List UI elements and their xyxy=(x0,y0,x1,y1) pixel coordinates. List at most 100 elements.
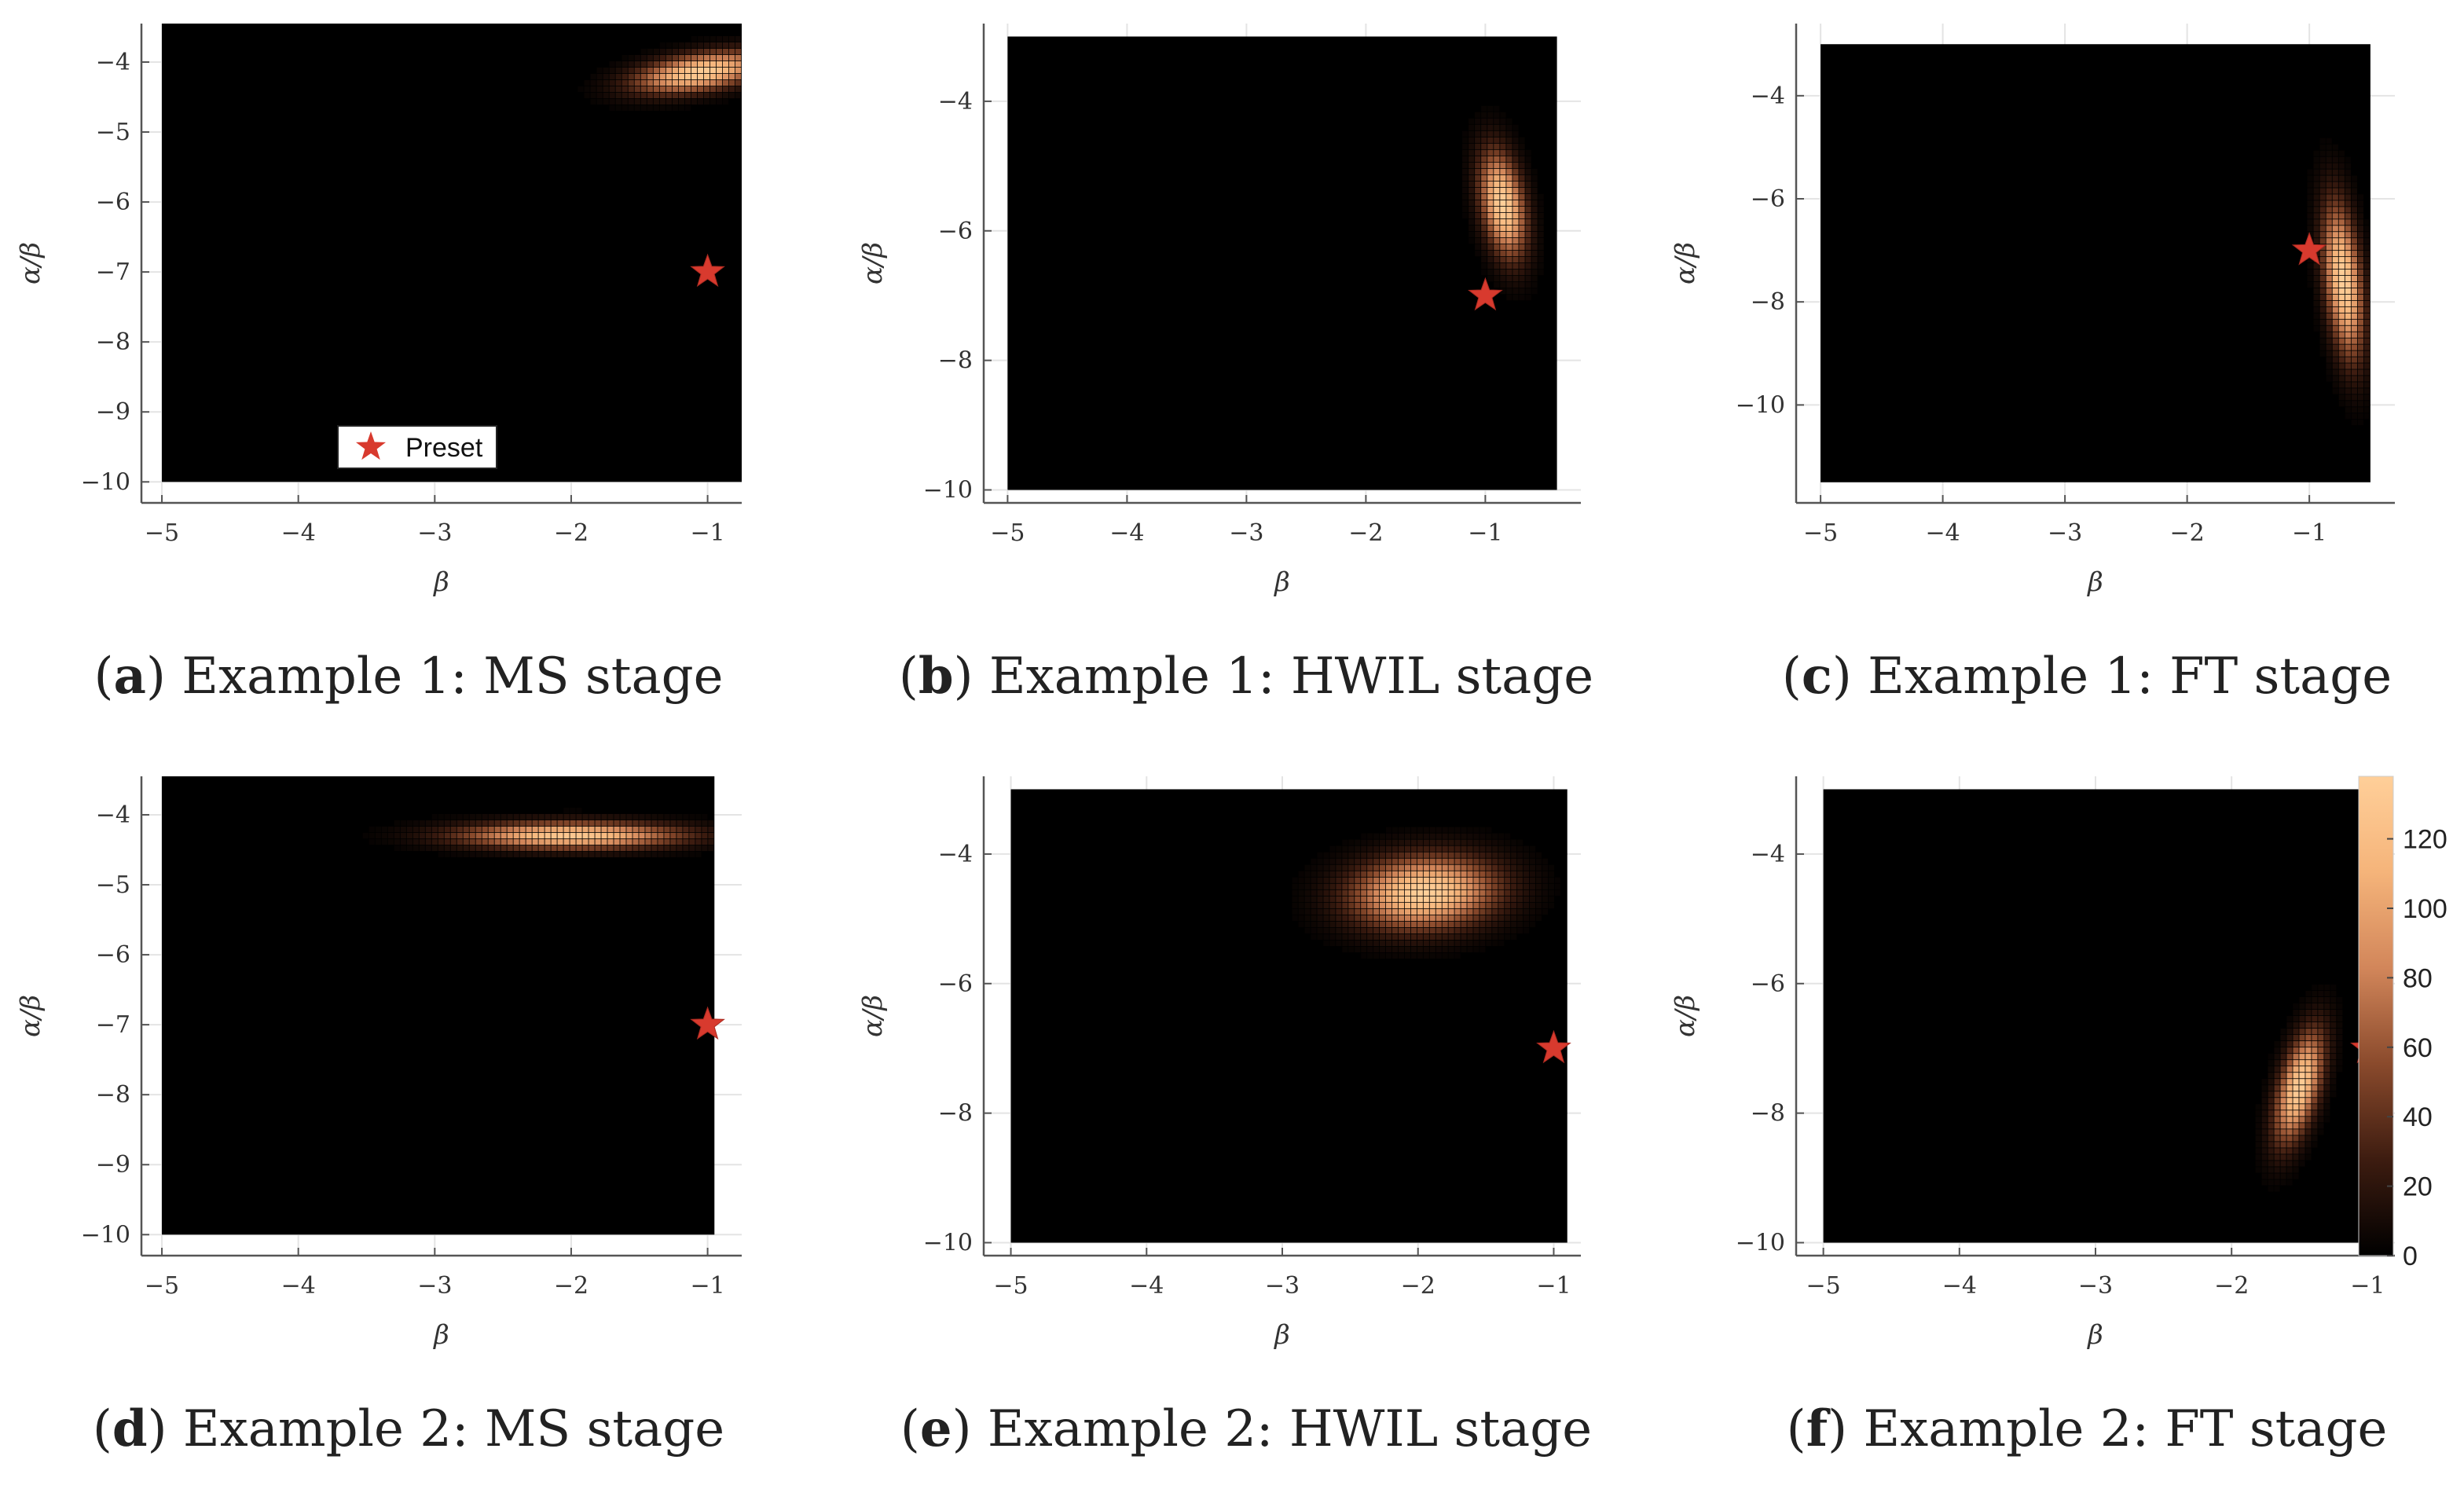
heatmap-cell xyxy=(2305,1148,2312,1154)
heatmap-cell xyxy=(1494,130,1500,137)
heatmap-cell xyxy=(1475,181,1481,188)
heatmap-cell xyxy=(2274,1098,2280,1104)
heatmap-cell xyxy=(1535,908,1542,915)
y-tick-label: −7 xyxy=(96,259,130,286)
heatmap-cell xyxy=(1404,827,1410,833)
heatmap-cell xyxy=(1506,288,1512,295)
heatmap-cell xyxy=(2326,319,2332,325)
heatmap-cell xyxy=(1423,940,1429,947)
heatmap-cell xyxy=(588,826,595,833)
heatmap-cell xyxy=(1417,871,1423,877)
heatmap-cell xyxy=(1525,162,1531,168)
heatmap-cell xyxy=(1512,218,1519,226)
heatmap-cell xyxy=(2313,325,2319,332)
heatmap-cell xyxy=(716,92,723,99)
heatmap-cell xyxy=(526,845,532,852)
heatmap-cell xyxy=(1481,263,1487,270)
heatmap-cell xyxy=(1494,218,1500,226)
heatmap-cell xyxy=(1292,896,1298,902)
heatmap-cell xyxy=(1475,162,1481,168)
heatmap-cell xyxy=(1473,864,1480,871)
y-tick-label: −10 xyxy=(1736,391,1785,419)
heatmap-cell xyxy=(1317,877,1323,883)
heatmap-cell xyxy=(1554,877,1560,883)
heatmap-cell xyxy=(394,838,400,845)
heatmap-cell xyxy=(1429,896,1436,902)
heatmap-cell xyxy=(1436,946,1442,953)
heatmap-cell xyxy=(2274,1110,2280,1117)
heatmap-cell xyxy=(628,86,634,93)
heatmap-cell xyxy=(647,73,653,80)
heatmap-cell xyxy=(2286,1117,2293,1123)
heatmap-cell xyxy=(2293,1123,2299,1129)
heatmap-cell xyxy=(653,92,659,99)
heatmap-cell xyxy=(1492,915,1498,921)
heatmap-cell xyxy=(1498,858,1505,864)
heatmap-cell xyxy=(551,820,557,827)
heatmap-cell xyxy=(1367,952,1373,959)
heatmap-cell xyxy=(1548,896,1555,902)
heatmap-cell xyxy=(456,826,463,833)
heatmap-cell xyxy=(2268,1167,2274,1173)
heatmap-cell xyxy=(1392,915,1399,921)
heatmap-cell xyxy=(2280,1110,2286,1117)
heatmap-cell xyxy=(622,86,628,93)
heatmap-cell xyxy=(722,98,729,105)
y-tick-label: −8 xyxy=(1751,1100,1785,1128)
heatmap-cell xyxy=(1473,883,1480,889)
heatmap xyxy=(162,776,715,1235)
heatmap-cell xyxy=(1404,908,1410,915)
heatmap-cell xyxy=(1304,908,1311,915)
heatmap-cell xyxy=(2274,1073,2280,1079)
heatmap-cell xyxy=(666,61,672,68)
heatmap-cell xyxy=(584,86,590,93)
heatmap-cell xyxy=(582,845,588,852)
heatmap-cell xyxy=(2332,219,2338,226)
heatmap-cell xyxy=(722,79,729,86)
heatmap-cell xyxy=(1535,871,1542,877)
heatmap-cell xyxy=(1323,915,1329,921)
heatmap-cell xyxy=(1417,921,1423,927)
heatmap-cell xyxy=(1404,889,1410,896)
caption-letter: c xyxy=(1802,647,1832,706)
heatmap-cell xyxy=(2293,1003,2299,1010)
heatmap-cell xyxy=(689,832,695,839)
heatmap-cell xyxy=(1525,237,1531,244)
heatmap-cell xyxy=(2305,1016,2312,1022)
heatmap-cell xyxy=(1500,263,1506,270)
heatmap-cell xyxy=(1361,852,1367,858)
heatmap-cell xyxy=(1336,858,1342,864)
heatmap-cell xyxy=(1461,946,1467,953)
heatmap-cell xyxy=(1500,149,1506,156)
legend-box xyxy=(337,425,497,469)
heatmap-cell xyxy=(1462,181,1468,188)
heatmap-cell xyxy=(2326,257,2332,263)
heatmap-cell xyxy=(634,92,640,99)
heatmap-cell xyxy=(1512,193,1519,200)
heatmap-cell xyxy=(2337,1016,2343,1022)
heatmap-cell xyxy=(683,851,689,858)
heatmap-cell xyxy=(1373,927,1380,934)
heatmap-cell xyxy=(695,851,702,858)
heatmap-cell xyxy=(532,820,538,827)
heatmap-cell xyxy=(2268,1066,2274,1073)
heatmap-cell xyxy=(2351,344,2358,350)
heatmap-cell xyxy=(2351,288,2358,295)
heatmap-cell xyxy=(1317,852,1323,858)
heatmap-cell xyxy=(645,820,651,827)
heatmap-cell xyxy=(1423,952,1429,959)
heatmap-cell xyxy=(664,832,670,839)
heatmap-cell xyxy=(2345,238,2351,244)
heatmap-cell xyxy=(2324,1047,2330,1054)
heatmap-cell xyxy=(1494,112,1500,118)
heatmap-cell xyxy=(615,73,622,80)
heatmap-cell xyxy=(2305,1142,2312,1148)
heatmap-cell xyxy=(519,851,526,858)
heatmap-cell xyxy=(2338,338,2345,344)
heatmap-cell xyxy=(1511,877,1517,883)
heatmap-cell xyxy=(557,838,563,845)
heatmap-cell xyxy=(639,826,645,833)
heatmap-cell xyxy=(1398,896,1405,902)
heatmap-cell xyxy=(684,54,691,61)
heatmap-cell xyxy=(2332,144,2338,150)
